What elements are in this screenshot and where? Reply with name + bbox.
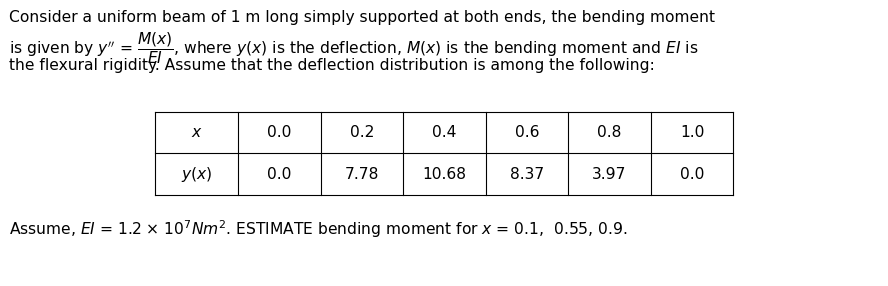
Text: 3.97: 3.97	[592, 167, 627, 182]
Text: the flexural rigidity. Assume that the deflection distribution is among the foll: the flexural rigidity. Assume that the d…	[9, 58, 654, 73]
Text: 0.0: 0.0	[267, 125, 291, 140]
Text: 1.0: 1.0	[680, 125, 704, 140]
Text: 0.4: 0.4	[432, 125, 456, 140]
Text: $x$: $x$	[191, 125, 202, 140]
Text: 0.2: 0.2	[350, 125, 374, 140]
Text: 8.37: 8.37	[510, 167, 544, 182]
Text: $y(x)$: $y(x)$	[181, 165, 212, 184]
Text: 10.68: 10.68	[423, 167, 466, 182]
Text: is given by $y''$ = $\dfrac{M(x)}{EI}$, where $y(x)$ is the deflection, $M(x)$ i: is given by $y''$ = $\dfrac{M(x)}{EI}$, …	[9, 30, 698, 66]
Text: Consider a uniform beam of 1 m long simply supported at both ends, the bending m: Consider a uniform beam of 1 m long simp…	[9, 10, 715, 25]
Text: Assume, $EI$ = 1.2 $\times$ 10$^7$$Nm^2$. ESTIMATE bending moment for $x$ = 0.1,: Assume, $EI$ = 1.2 $\times$ 10$^7$$Nm^2$…	[9, 218, 628, 240]
Text: 0.6: 0.6	[515, 125, 539, 140]
Text: 7.78: 7.78	[345, 167, 379, 182]
Text: 0.8: 0.8	[598, 125, 622, 140]
Text: 0.0: 0.0	[680, 167, 704, 182]
Text: 0.0: 0.0	[267, 167, 291, 182]
